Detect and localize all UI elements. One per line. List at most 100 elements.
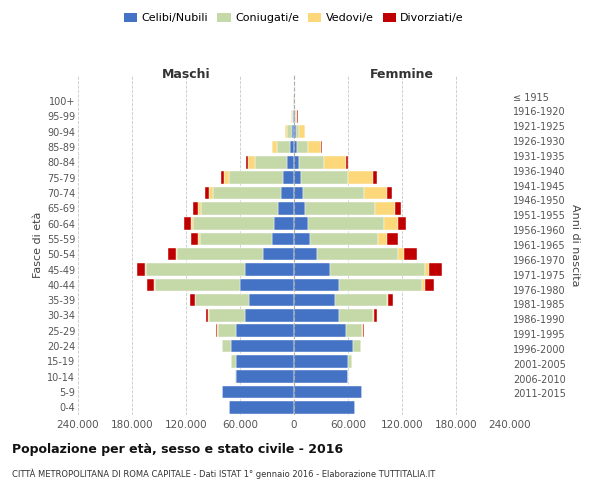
Bar <box>294 126 296 138</box>
Bar <box>294 355 348 368</box>
Bar <box>296 140 308 153</box>
Bar <box>324 156 346 168</box>
Bar <box>191 232 198 245</box>
Y-axis label: Fasce di età: Fasce di età <box>32 212 43 278</box>
Bar <box>310 232 378 245</box>
Bar <box>224 172 229 184</box>
Bar <box>425 278 433 291</box>
Bar <box>222 340 231 352</box>
Bar <box>346 324 362 337</box>
Bar <box>363 324 364 337</box>
Bar <box>278 202 294 214</box>
Bar <box>277 140 290 153</box>
Bar <box>292 126 294 138</box>
Bar <box>387 294 388 306</box>
Bar <box>294 401 355 413</box>
Bar <box>205 186 209 199</box>
Bar <box>346 156 349 168</box>
Bar <box>169 248 176 260</box>
Bar <box>176 248 177 260</box>
Y-axis label: Anni di nascita: Anni di nascita <box>570 204 580 286</box>
Bar <box>301 172 348 184</box>
Bar <box>199 232 271 245</box>
Bar <box>195 294 249 306</box>
Bar <box>299 126 305 138</box>
Bar <box>231 355 235 368</box>
Bar <box>256 156 287 168</box>
Bar <box>330 263 425 276</box>
Bar <box>294 263 330 276</box>
Bar <box>177 248 263 260</box>
Bar <box>404 248 418 260</box>
Bar <box>395 202 401 214</box>
Bar <box>339 278 422 291</box>
Bar <box>229 401 294 413</box>
Bar <box>198 232 199 245</box>
Bar <box>398 248 404 260</box>
Bar <box>308 218 384 230</box>
Bar <box>271 232 294 245</box>
Bar <box>294 218 308 230</box>
Bar <box>388 294 394 306</box>
Bar <box>384 218 398 230</box>
Bar <box>294 110 295 122</box>
Bar <box>348 172 373 184</box>
Bar <box>294 186 303 199</box>
Bar <box>294 202 305 214</box>
Text: Popolazione per età, sesso e stato civile - 2016: Popolazione per età, sesso e stato civil… <box>12 442 343 456</box>
Bar <box>294 248 317 260</box>
Bar <box>294 294 335 306</box>
Bar <box>339 309 373 322</box>
Bar <box>249 294 294 306</box>
Bar <box>294 232 310 245</box>
Text: Femmine: Femmine <box>370 68 434 81</box>
Bar <box>308 140 321 153</box>
Bar <box>222 386 294 398</box>
Bar <box>294 309 339 322</box>
Bar <box>155 278 240 291</box>
Bar <box>294 140 296 153</box>
Bar <box>193 202 198 214</box>
Bar <box>281 186 294 199</box>
Bar <box>209 309 245 322</box>
Bar <box>235 355 294 368</box>
Bar <box>290 140 294 153</box>
Bar <box>294 324 346 337</box>
Bar <box>221 172 224 184</box>
Bar <box>303 186 364 199</box>
Bar <box>263 248 294 260</box>
Bar <box>294 278 339 291</box>
Bar <box>429 263 442 276</box>
Bar <box>191 218 193 230</box>
Bar <box>292 110 293 122</box>
Bar <box>387 186 392 199</box>
Bar <box>317 248 398 260</box>
Bar <box>287 156 294 168</box>
Bar <box>146 278 154 291</box>
Bar <box>216 324 217 337</box>
Bar <box>245 309 294 322</box>
Bar <box>184 218 190 230</box>
Bar <box>193 218 274 230</box>
Bar <box>321 140 322 153</box>
Bar <box>206 309 208 322</box>
Bar <box>218 324 235 337</box>
Bar <box>294 156 299 168</box>
Bar <box>246 156 248 168</box>
Bar <box>295 110 296 122</box>
Text: Maschi: Maschi <box>161 68 211 81</box>
Bar <box>283 172 294 184</box>
Bar <box>209 186 213 199</box>
Bar <box>136 263 145 276</box>
Bar <box>335 294 387 306</box>
Bar <box>190 294 195 306</box>
Bar <box>293 110 294 122</box>
Bar <box>235 370 294 383</box>
Bar <box>286 126 287 138</box>
Legend: Celibi/Nubili, Coniugati/e, Vedovi/e, Divorziati/e: Celibi/Nubili, Coniugati/e, Vedovi/e, Di… <box>119 8 469 28</box>
Bar <box>387 232 398 245</box>
Bar <box>373 172 377 184</box>
Bar <box>294 340 353 352</box>
Bar <box>274 218 294 230</box>
Bar <box>373 309 374 322</box>
